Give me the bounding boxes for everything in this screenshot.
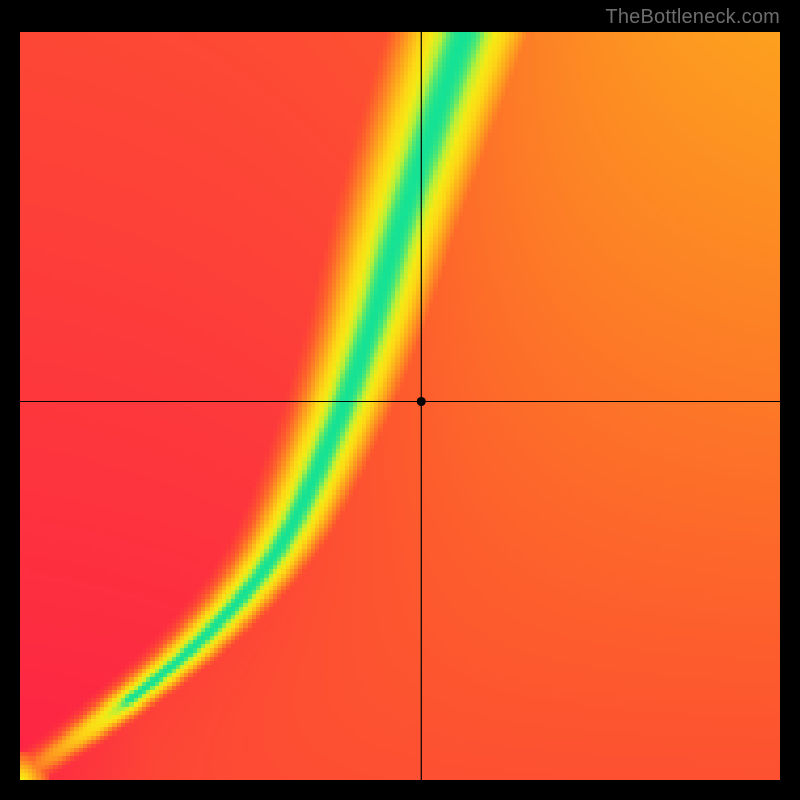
heatmap-canvas <box>20 32 780 780</box>
frame: TheBottleneck.com <box>0 0 800 800</box>
heatmap-plot <box>20 32 780 780</box>
watermark-text: TheBottleneck.com <box>605 6 780 29</box>
